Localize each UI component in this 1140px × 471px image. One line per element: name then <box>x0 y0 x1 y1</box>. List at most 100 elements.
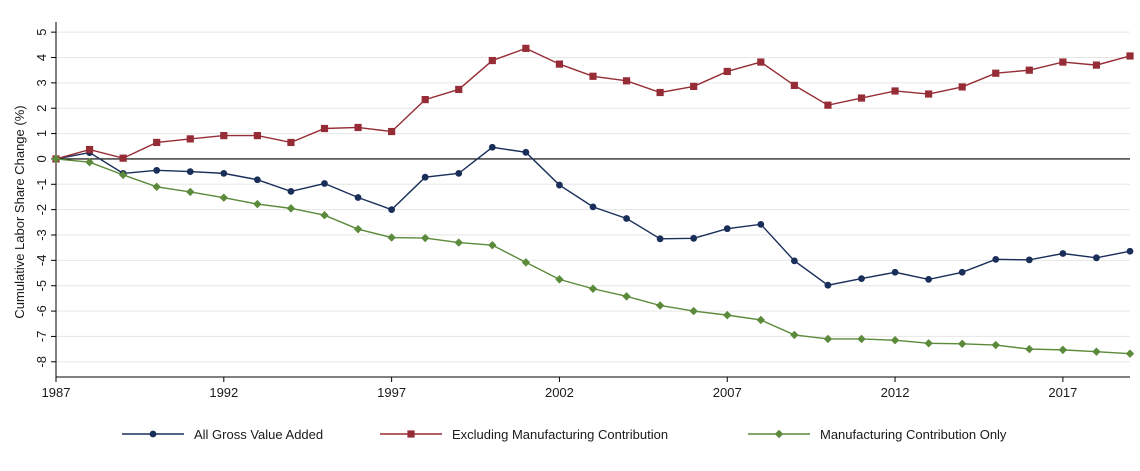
data-point <box>186 187 195 197</box>
data-point <box>420 233 430 243</box>
legend-marker <box>774 429 784 439</box>
data-point <box>1092 61 1101 69</box>
data-point <box>354 123 362 132</box>
data-point <box>1092 347 1101 356</box>
data-point <box>992 255 1000 263</box>
data-point <box>522 44 530 52</box>
data-point <box>589 72 597 80</box>
data-point <box>286 204 296 213</box>
data-point <box>891 87 899 95</box>
data-point <box>119 154 127 162</box>
y-tick-label: 0 <box>34 155 49 162</box>
data-point <box>186 135 194 143</box>
data-point <box>723 225 731 233</box>
y-tick-label: -4 <box>34 255 49 267</box>
data-point <box>991 340 1000 350</box>
x-tick-label: 2002 <box>545 385 574 400</box>
data-point <box>1059 58 1067 66</box>
data-point <box>521 258 531 267</box>
y-tick-label: 5 <box>34 29 49 36</box>
data-point <box>421 95 429 104</box>
data-point <box>858 275 865 283</box>
data-point <box>623 215 630 222</box>
data-point <box>891 268 899 276</box>
axes: -8 -7 -6 -5 -4 -3 -2 -1 0 1 2 3 4 5 1987 1992 1997 2002 20… <box>34 22 1130 400</box>
y-tick-label: -2 <box>34 204 49 216</box>
legend-label: All Gross Value Added <box>194 427 323 442</box>
data-point <box>455 169 463 177</box>
legend-label: Manufacturing Contribution Only <box>820 427 1007 442</box>
data-point <box>1058 345 1068 355</box>
data-point <box>656 235 664 243</box>
legend-item-2: Excluding Manufacturing Contribution <box>380 427 668 442</box>
data-point <box>320 124 329 133</box>
data-point <box>253 199 262 209</box>
data-point <box>253 176 261 184</box>
data-point <box>622 77 631 85</box>
y-axis-title: Cumulative Labor Share Change (%) <box>12 105 27 318</box>
y-tick-label: -5 <box>34 280 49 292</box>
data-point <box>857 334 866 344</box>
series-1 <box>52 143 1134 289</box>
x-tick-label: 1997 <box>377 385 406 400</box>
data-point <box>555 60 564 68</box>
y-tick-label: -3 <box>34 229 49 241</box>
data-point <box>388 206 396 214</box>
data-point <box>925 275 933 283</box>
data-point <box>219 193 229 202</box>
data-point <box>51 154 61 164</box>
data-point <box>287 187 295 195</box>
legend-marker <box>407 430 415 438</box>
data-point <box>186 168 194 176</box>
y-tick-label: 2 <box>34 105 49 112</box>
x-tick-label: 2017 <box>1048 385 1077 400</box>
data-point <box>220 132 228 140</box>
y-tick-label: -7 <box>34 331 49 343</box>
series-line <box>55 158 1131 355</box>
x-tick-label: 2012 <box>881 385 910 400</box>
data-point <box>353 224 363 234</box>
y-tick-label: 1 <box>34 130 49 137</box>
y-tick-label: -6 <box>34 305 49 317</box>
y-tick-label: -8 <box>34 356 49 368</box>
series-line <box>55 146 1131 286</box>
data-point <box>1126 52 1134 60</box>
data-point <box>924 339 933 348</box>
data-point <box>925 90 933 98</box>
data-point <box>1025 66 1033 74</box>
data-point <box>824 281 832 289</box>
data-point <box>790 81 798 89</box>
data-point <box>857 94 866 102</box>
series-2 <box>52 44 1134 163</box>
data-point <box>153 138 161 147</box>
data-point <box>354 194 362 201</box>
data-point <box>1126 247 1134 255</box>
data-point <box>723 67 731 76</box>
data-point <box>757 220 765 228</box>
data-point <box>287 138 295 147</box>
data-point <box>622 292 631 301</box>
data-point <box>958 83 966 91</box>
data-point <box>957 339 967 348</box>
data-point <box>992 69 1000 77</box>
data-point <box>522 148 530 156</box>
data-point <box>790 257 798 265</box>
data-point <box>589 203 597 211</box>
data-point <box>656 88 664 97</box>
legend-item-1: All Gross Value Added <box>122 427 323 442</box>
data-point <box>153 166 161 174</box>
data-point <box>823 334 833 344</box>
data-point <box>890 336 900 345</box>
data-point <box>388 127 396 136</box>
data-point <box>790 330 799 340</box>
x-tick-label: 1987 <box>42 385 71 400</box>
data-point <box>1025 344 1034 354</box>
series-3 <box>51 154 1135 358</box>
data-point <box>118 170 128 180</box>
data-point <box>220 169 228 177</box>
x-tick-label: 2007 <box>713 385 742 400</box>
legend-item-3: Manufacturing Contribution Only <box>748 427 1007 442</box>
data-point <box>454 238 463 247</box>
data-point <box>85 158 94 167</box>
